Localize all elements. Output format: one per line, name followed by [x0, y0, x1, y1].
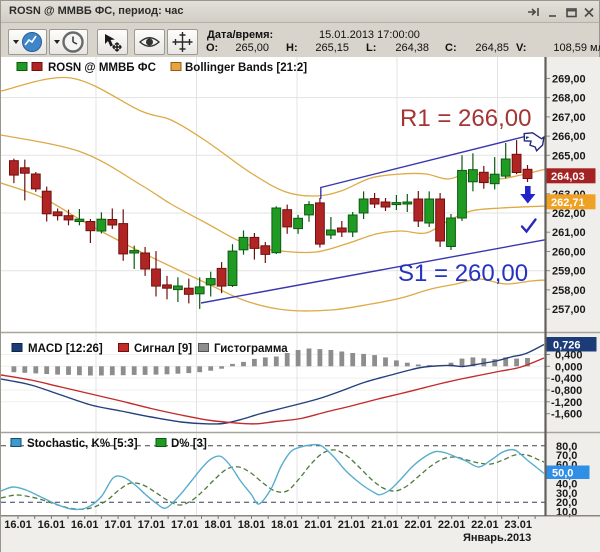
svg-text:Сигнал [9]: Сигнал [9] [134, 343, 192, 355]
svg-text:Январь.2013: Январь.2013 [463, 532, 531, 544]
svg-text:258,00: 258,00 [552, 285, 586, 297]
svg-text:262,00: 262,00 [552, 208, 586, 220]
svg-text:-0,400: -0,400 [551, 373, 582, 385]
svg-text:MACD [12:26]: MACD [12:26] [28, 343, 103, 355]
svg-text:80,0: 80,0 [556, 441, 577, 453]
svg-text:30,0: 30,0 [556, 488, 577, 500]
svg-text:-1,600: -1,600 [551, 409, 582, 421]
svg-text:0,726: 0,726 [553, 340, 581, 352]
svg-text:266,00: 266,00 [552, 131, 586, 143]
svg-text:18.01: 18.01 [204, 519, 232, 531]
svg-text:-1,200: -1,200 [551, 397, 582, 409]
svg-text:-0,800: -0,800 [551, 385, 582, 397]
svg-text:Bollinger Bands [21:2]: Bollinger Bands [21:2] [185, 62, 307, 74]
svg-text:261,00: 261,00 [552, 227, 586, 239]
svg-text:16.01: 16.01 [4, 519, 32, 531]
svg-text:17.01: 17.01 [104, 519, 132, 531]
svg-text:260,00: 260,00 [552, 247, 586, 259]
svg-text:21.01: 21.01 [304, 519, 332, 531]
svg-text:70,0: 70,0 [556, 450, 577, 462]
svg-text:22.01: 22.01 [471, 519, 499, 531]
svg-text:23.01: 23.01 [504, 519, 532, 531]
svg-text:259,00: 259,00 [552, 266, 586, 278]
svg-text:265,00: 265,00 [552, 150, 586, 162]
svg-text:268,00: 268,00 [552, 93, 586, 105]
svg-text:257,00: 257,00 [552, 304, 586, 316]
svg-text:R1 = 266,00: R1 = 266,00 [400, 105, 531, 132]
svg-text:Гистограмма: Гистограмма [214, 343, 288, 355]
svg-text:267,00: 267,00 [552, 112, 586, 124]
svg-text:16.01: 16.01 [38, 519, 66, 531]
svg-text:20,0: 20,0 [556, 497, 577, 509]
svg-text:269,00: 269,00 [552, 73, 586, 85]
svg-text:21.01: 21.01 [338, 519, 366, 531]
svg-text:18.01: 18.01 [271, 519, 299, 531]
svg-text:18.01: 18.01 [238, 519, 266, 531]
svg-text:D% [3]: D% [3] [171, 438, 207, 450]
svg-text:10,0: 10,0 [556, 507, 577, 519]
svg-text:17.01: 17.01 [171, 519, 199, 531]
svg-text:22.01: 22.01 [438, 519, 466, 531]
svg-text:264,03: 264,03 [551, 171, 585, 183]
svg-text:40,0: 40,0 [556, 478, 577, 490]
svg-text:16.01: 16.01 [71, 519, 99, 531]
svg-text:S1 = 260,00: S1 = 260,00 [398, 260, 528, 287]
svg-text:0,000: 0,000 [555, 361, 583, 373]
svg-text:50,0: 50,0 [552, 468, 573, 480]
svg-text:0,400: 0,400 [555, 350, 583, 362]
svg-text:22.01: 22.01 [404, 519, 432, 531]
svg-text:262,71: 262,71 [551, 197, 585, 209]
svg-text:Stochastic, K% [5:3]: Stochastic, K% [5:3] [27, 438, 138, 450]
svg-text:ROSN @ ММВБ ФС: ROSN @ ММВБ ФС [48, 62, 156, 74]
svg-text:21.01: 21.01 [371, 519, 399, 531]
svg-text:17.01: 17.01 [138, 519, 166, 531]
